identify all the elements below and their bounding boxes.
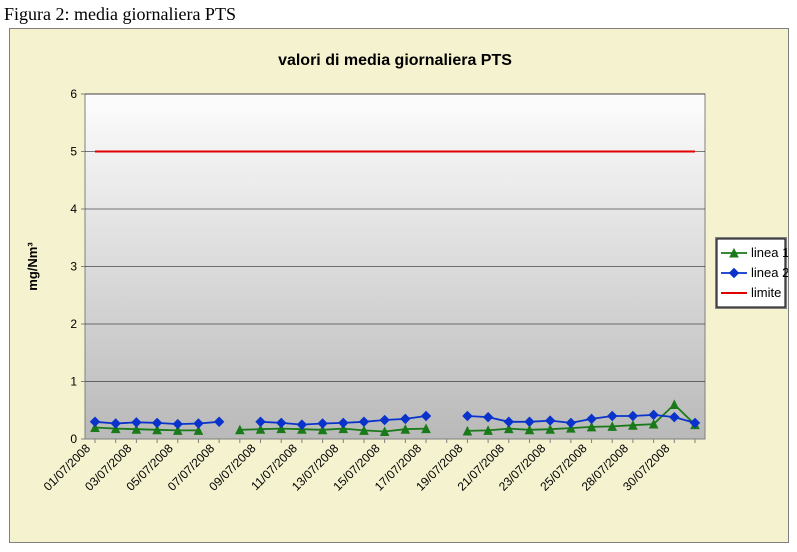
- y-tick-label: 4: [70, 202, 77, 216]
- figure-root: Figura 2: media giornaliera PTS 0 1 2 3 4 5 6 m…: [0, 0, 797, 552]
- legend-label: linea 1: [751, 245, 788, 260]
- chart-panel: 0123456mg/Nm³01/07/200803/07/200805/07/2…: [9, 28, 789, 543]
- y-tick-label: 6: [70, 87, 77, 101]
- y-tick-label: 5: [70, 145, 77, 159]
- y-tick-label: 0: [70, 432, 77, 446]
- legend-label: limite: [751, 285, 781, 300]
- chart-svg: 0123456mg/Nm³01/07/200803/07/200805/07/2…: [10, 29, 788, 542]
- y-axis-label: mg/Nm³: [25, 242, 40, 291]
- y-tick-label: 2: [70, 317, 77, 331]
- y-tick-label: 3: [70, 260, 77, 274]
- y-tick-label: 1: [70, 375, 77, 389]
- chart-title: valori di media giornaliera PTS: [278, 52, 512, 69]
- figure-caption: Figura 2: media giornaliera PTS: [4, 4, 236, 25]
- legend: linea 1 linea 2 limite: [715, 237, 788, 309]
- legend-label: linea 2: [751, 265, 788, 280]
